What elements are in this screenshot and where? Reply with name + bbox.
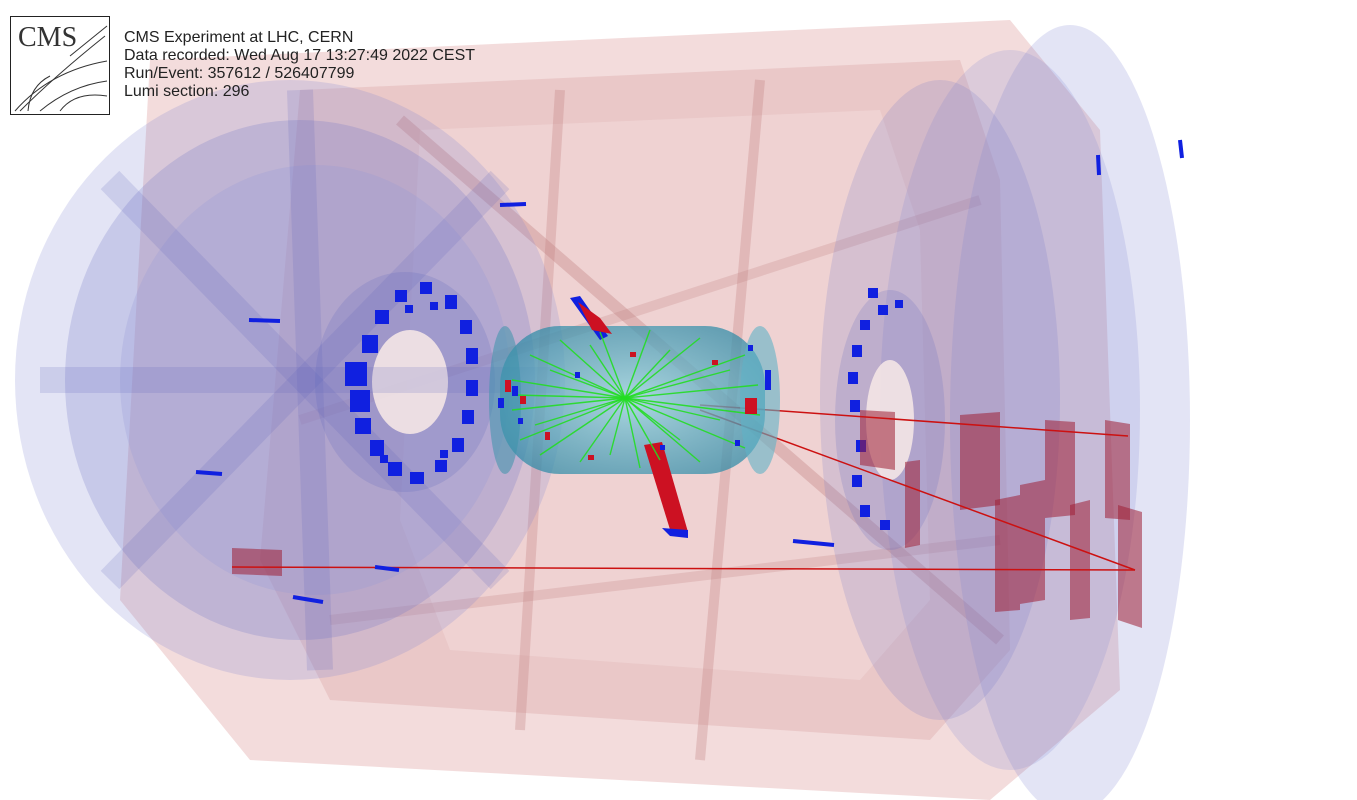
energy-deposits [570,296,688,538]
experiment-label: CMS Experiment at LHC, CERN [124,29,354,46]
data-recorded-label: Data recorded: Wed Aug 17 13:27:49 2022 … [124,47,476,64]
run-event-label: Run/Event: 357612 / 526407799 [124,65,355,82]
right-endcap-hits [848,288,903,530]
lumi-section-label: Lumi section: 296 [124,83,250,100]
cms-logo-text: CMS [18,22,77,53]
muon-segments [232,410,1142,628]
event-info: CMS Experiment at LHC, CERN Data recorde… [124,29,475,101]
chamber-hit-markers [195,139,1184,604]
cms-logo: CMS [10,16,110,115]
calorimeter-hits [498,345,771,460]
left-endcap-disk [15,80,565,680]
left-endcap-hits [345,282,478,484]
yoke-barrel [120,20,1120,800]
